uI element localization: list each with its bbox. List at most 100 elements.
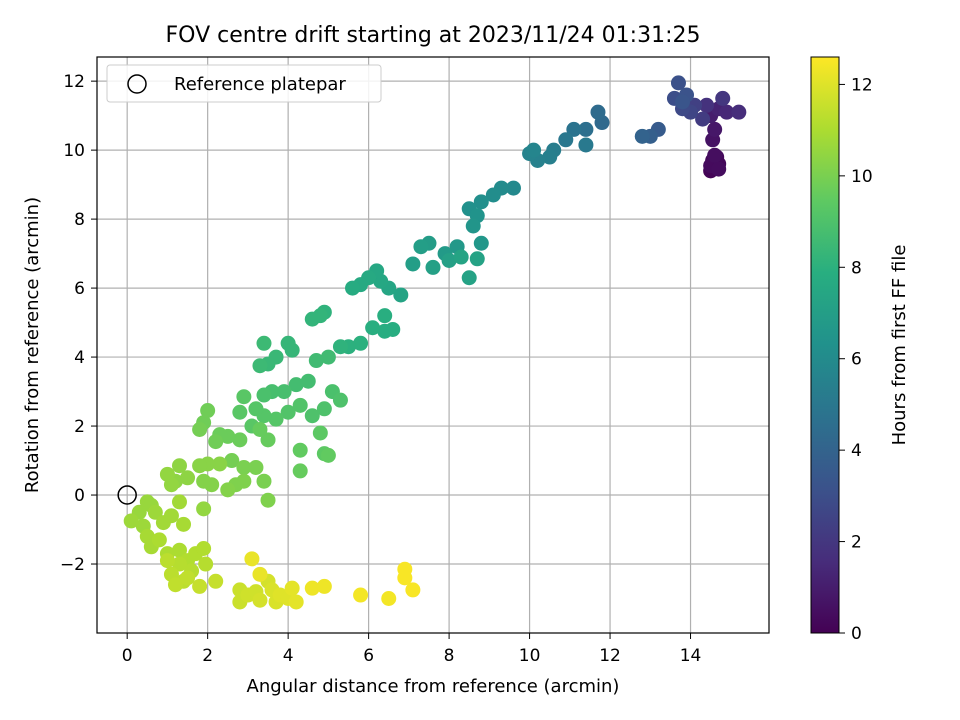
data-point — [176, 516, 192, 532]
x-tick-label: 8 — [444, 646, 455, 666]
data-point — [276, 384, 292, 400]
y-tick-label: 12 — [63, 72, 85, 92]
colorbar-gradient — [810, 56, 840, 634]
data-point — [397, 561, 413, 577]
legend: Reference platepar — [106, 64, 382, 103]
data-point — [731, 104, 747, 120]
data-point — [171, 458, 187, 474]
data-point — [707, 121, 723, 137]
data-point — [670, 75, 686, 91]
data-point — [405, 582, 421, 598]
data-point — [171, 556, 187, 572]
data-point — [381, 591, 397, 607]
data-point — [566, 121, 582, 137]
data-point — [200, 403, 216, 419]
data-point — [353, 335, 369, 351]
y-tick-label: 10 — [63, 141, 85, 161]
data-point — [284, 580, 300, 596]
data-point — [260, 492, 276, 508]
data-point — [453, 249, 469, 265]
data-point — [248, 459, 264, 475]
legend-box — [106, 64, 382, 103]
data-point — [220, 482, 236, 498]
data-point — [163, 477, 179, 493]
data-point — [256, 387, 272, 403]
plot-frame — [96, 56, 770, 634]
data-point — [473, 235, 489, 251]
data-point — [208, 573, 224, 589]
data-point — [316, 401, 332, 417]
data-point — [236, 459, 252, 475]
data-point — [320, 349, 336, 365]
data-point — [252, 566, 268, 582]
data-point — [469, 251, 485, 267]
data-point — [320, 447, 336, 463]
data-point — [268, 411, 284, 427]
data-point — [147, 504, 163, 520]
data-point — [163, 508, 179, 524]
data-point — [159, 553, 175, 569]
data-point — [292, 397, 308, 413]
data-point — [171, 542, 187, 558]
data-point — [505, 180, 521, 196]
data-point — [151, 532, 167, 548]
data-point — [284, 342, 300, 358]
data-point — [465, 218, 481, 234]
data-point — [256, 335, 272, 351]
data-point — [196, 540, 212, 556]
colorbar-tick-label: 4 — [851, 441, 862, 461]
data-point — [353, 587, 369, 603]
data-point — [123, 513, 139, 529]
data-points — [123, 75, 747, 610]
x-axis-label: Angular distance from reference (arcmin) — [247, 676, 620, 697]
data-point — [485, 187, 501, 203]
legend-label: Reference platepar — [174, 74, 346, 95]
data-point — [196, 473, 212, 489]
data-point — [308, 353, 324, 369]
data-point — [171, 494, 187, 510]
data-point — [542, 149, 558, 165]
data-point — [252, 358, 268, 374]
data-point — [208, 434, 224, 450]
data-point — [393, 287, 409, 303]
data-point — [715, 90, 731, 106]
colorbar: 0 2 4 6 8 10 12 Hours from first FF file — [810, 56, 910, 644]
data-point — [316, 578, 332, 594]
data-point — [248, 401, 264, 417]
data-point — [377, 308, 393, 324]
data-point — [711, 161, 727, 177]
data-point — [300, 373, 316, 389]
x-tick-label: 14 — [680, 646, 702, 666]
colorbar-tick-label: 6 — [851, 350, 862, 370]
data-point — [558, 132, 574, 148]
colorbar-tick-label: 0 — [851, 624, 862, 644]
x-tick-label: 12 — [599, 646, 621, 666]
data-point — [280, 404, 296, 420]
colorbar-ticks: 0 2 4 6 8 10 12 — [839, 75, 873, 644]
y-tick-label: 0 — [74, 486, 85, 506]
data-point — [578, 121, 594, 137]
data-point — [707, 147, 723, 163]
data-point — [232, 432, 248, 448]
data-point — [719, 104, 735, 120]
data-point — [288, 377, 304, 393]
data-point — [192, 578, 208, 594]
data-point — [252, 422, 268, 438]
data-point — [473, 194, 489, 210]
data-point — [198, 556, 214, 572]
data-point — [634, 128, 650, 144]
reference-platepar-marker — [117, 485, 137, 505]
y-tick-label: 6 — [74, 279, 85, 299]
data-point — [192, 422, 208, 438]
x-tick-label: 6 — [363, 646, 374, 666]
data-point — [288, 594, 304, 610]
colorbar-tick-label: 8 — [851, 258, 862, 278]
data-point — [292, 463, 308, 479]
x-tick-label: 2 — [202, 646, 213, 666]
colorbar-label: Hours from first FF file — [889, 245, 910, 446]
data-point — [212, 456, 228, 472]
y-tick-label: 8 — [74, 210, 85, 230]
data-point — [304, 311, 320, 327]
data-point — [526, 142, 542, 158]
